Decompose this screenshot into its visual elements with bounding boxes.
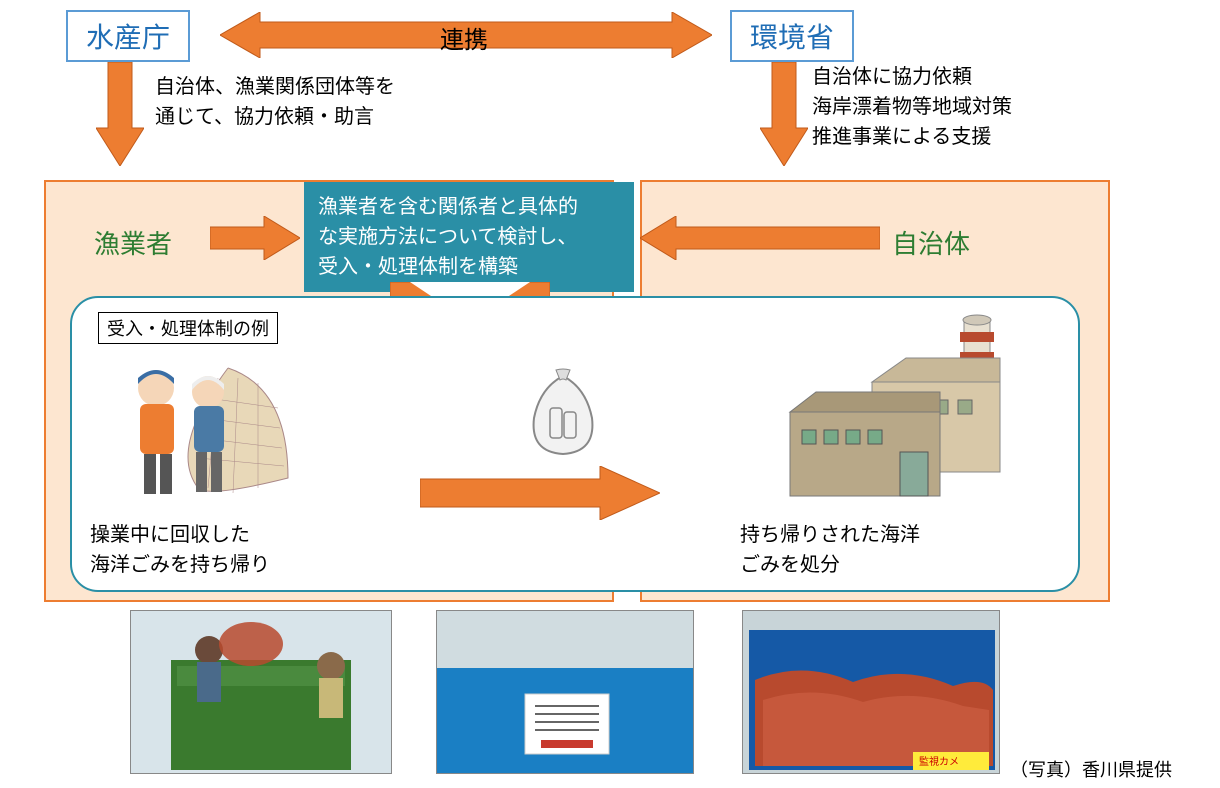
panel-label: 受入・処理体制の例 (98, 312, 278, 344)
down-arrow-left (96, 62, 144, 166)
photo-3: 監視カメ (742, 610, 1000, 774)
teal-process-box: 漁業者を含む関係者と具体的 な実施方法について検討し、 受入・処理体制を構築 (304, 182, 634, 292)
photo-credit: （写真）香川県提供 (1010, 756, 1172, 782)
photo-2 (436, 610, 694, 774)
right-actor-label: 自治体 (892, 224, 970, 261)
left-note: 自治体、漁業関係団体等を 通じて、協力依頼・助言 (155, 72, 395, 132)
panel-caption-left: 操業中に回収した 海洋ごみを持ち帰り (90, 520, 270, 580)
panel-caption-right: 持ち帰りされた海洋 ごみを処分 (740, 520, 920, 580)
down-arrow-right (760, 62, 808, 166)
left-actor-label: 漁業者 (94, 224, 172, 261)
agency-box-left: 水産庁 (66, 10, 190, 62)
svg-text:監視カメ: 監視カメ (919, 755, 959, 768)
agency-left-label: 水産庁 (86, 22, 170, 53)
trash-bag-illustration (520, 368, 606, 458)
photo-1 (130, 610, 392, 774)
fishers-illustration (108, 348, 298, 508)
agency-right-label: 環境省 (750, 22, 834, 53)
arrow-left-to-teal (210, 216, 300, 260)
coop-label: 連携 (440, 20, 488, 55)
arrow-right-to-teal (640, 216, 880, 260)
agency-box-right: 環境省 (730, 10, 854, 62)
panel-arrow (420, 466, 660, 520)
right-note: 自治体に協力依頼 海岸漂着物等地域対策 推進事業による支援 (812, 62, 1012, 152)
factory-illustration (766, 312, 1026, 512)
